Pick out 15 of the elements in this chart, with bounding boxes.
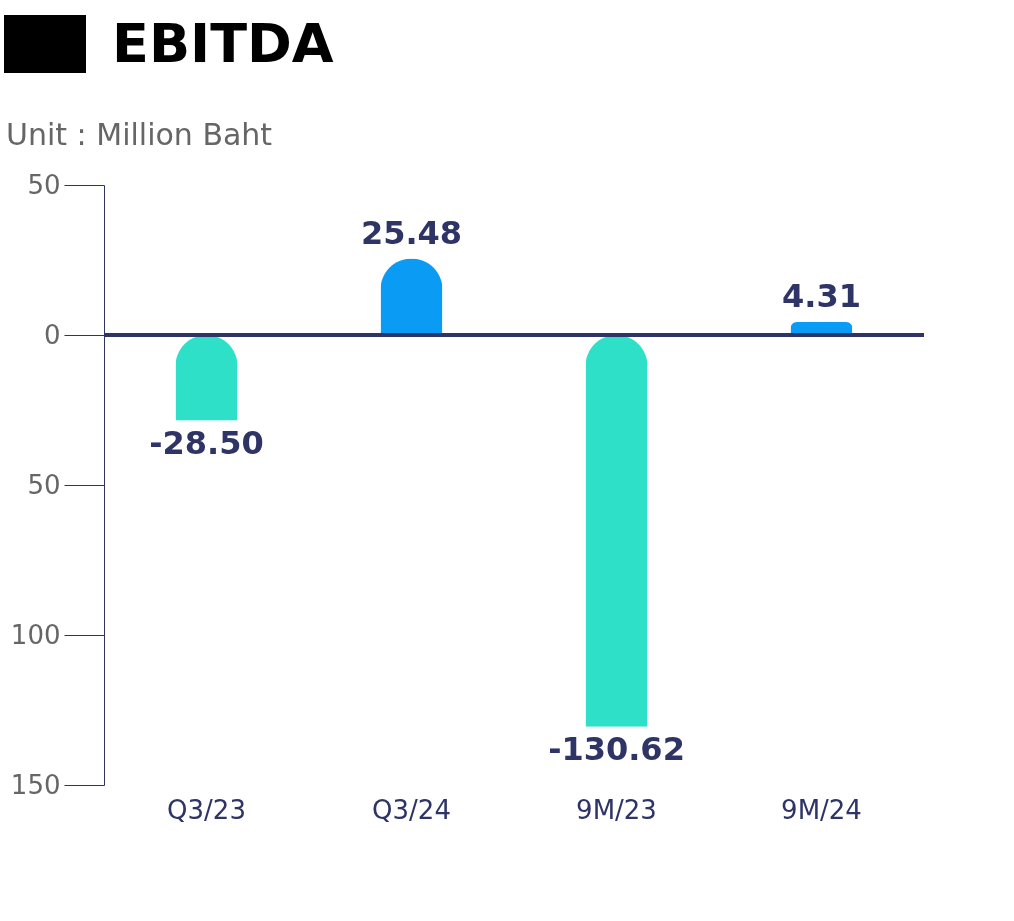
data-label: 25.48 xyxy=(360,213,463,252)
x-tick-label: Q3/23 xyxy=(167,794,246,825)
y-tick-label: 50 xyxy=(27,169,61,200)
x-tick-label: 9M/23 xyxy=(576,794,657,825)
x-tick-label: Q3/24 xyxy=(372,794,451,825)
chart-title: EBITDA xyxy=(112,12,334,75)
y-tick-label: 50 xyxy=(27,469,61,500)
x-tick-label: 9M/24 xyxy=(781,794,862,825)
y-tick-label: 100 xyxy=(10,619,61,650)
data-label: -28.50 xyxy=(149,423,264,462)
chart-subtitle: Unit : Million Baht xyxy=(6,117,274,152)
y-tick-label: 0 xyxy=(43,319,61,350)
data-label: 4.31 xyxy=(782,277,861,316)
data-label: -130.62 xyxy=(548,729,685,768)
y-tick-label: 150 xyxy=(10,769,61,800)
